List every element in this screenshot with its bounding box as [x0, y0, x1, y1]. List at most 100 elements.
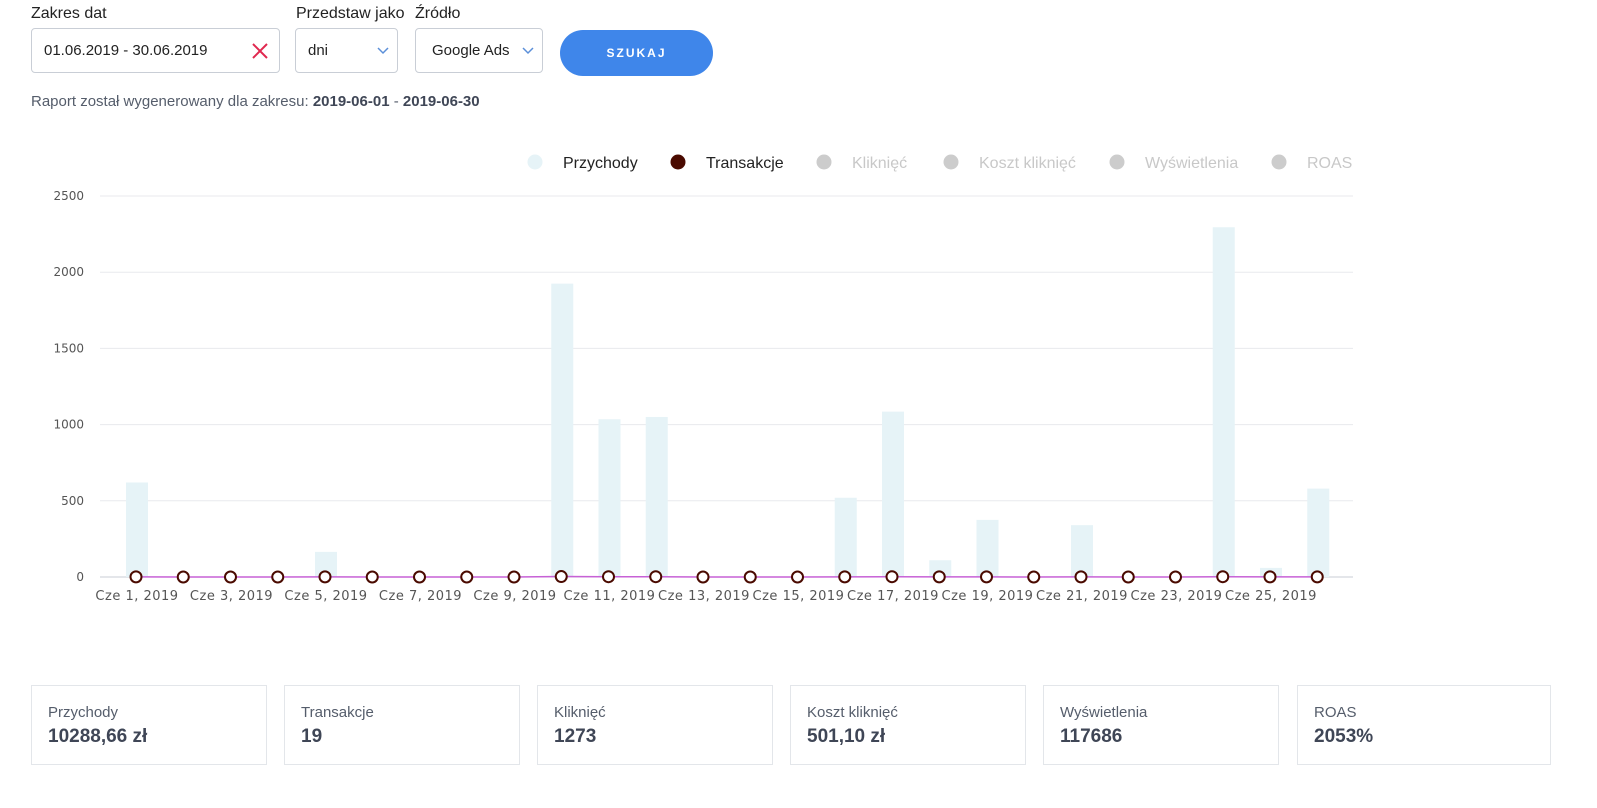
report-prefix: Raport został wygenerowany dla zakresu: [31, 93, 309, 110]
summary-label: Przychody [48, 704, 119, 721]
transactions-point [838, 570, 852, 584]
transactions-point [885, 570, 899, 584]
transactions-point [365, 570, 379, 584]
x-tick-label: Cze 23, 2019 [1131, 589, 1223, 604]
revenue-bar [126, 482, 148, 577]
x-tick-label: Cze 5, 2019 [284, 589, 367, 604]
x-tick-label: Cze 7, 2019 [379, 589, 462, 604]
report-range-text: Raport został wygenerowany dla zakresu: … [31, 93, 480, 110]
x-tick-label: Cze 1, 2019 [95, 589, 178, 604]
revenue-bar [315, 551, 337, 577]
legend-item: Transakcje [706, 155, 784, 172]
x-tick-label: Cze 13, 2019 [658, 589, 750, 604]
y-tick-label: 1000 [53, 418, 84, 432]
revenue-bar [598, 419, 621, 577]
transactions-point [791, 570, 804, 584]
date-range-label: Zakres dat [31, 5, 107, 22]
revenue-transactions-chart: 0 500 1000 1500 2000 2500 Cze 1, 2019 Cze 3, 20… [53, 154, 1353, 604]
present-as-select[interactable]: dni [295, 28, 398, 73]
x-tick-label: Cze 25, 2019 [1225, 589, 1317, 604]
present-as-label: Przedstaw jako [296, 5, 405, 22]
transactions-point [460, 570, 474, 584]
legend-item: ROAS [1307, 155, 1352, 172]
transactions-point [1310, 570, 1324, 584]
transactions-point [554, 570, 568, 584]
x-tick-label: Cze 17, 2019 [847, 589, 939, 604]
source-value: Google Ads [432, 42, 510, 59]
revenue-bar [882, 411, 904, 577]
summary-label: Wyświetlenia [1060, 704, 1148, 721]
transactions-point [271, 570, 285, 584]
y-tick-label: 0 [76, 570, 84, 584]
legend-marker [1271, 154, 1287, 170]
transactions-point [602, 570, 615, 584]
summary-card-roas: ROAS 2053% [1297, 685, 1551, 765]
transactions-point [1169, 570, 1182, 584]
x-tick-label: Cze 9, 2019 [473, 589, 556, 604]
summary-value: 501,10 zł [807, 726, 886, 747]
summary-label: Koszt kliknięć [807, 704, 898, 721]
x-tick-label: Cze 11, 2019 [564, 589, 656, 604]
revenue-bar [1307, 488, 1330, 577]
summary-card-click-cost: Koszt kliknięć 501,10 zł [790, 685, 1026, 765]
date-range-input[interactable]: 01.06.2019 - 30.06.2019 [31, 28, 280, 73]
legend-item: Wyświetlenia [1145, 155, 1238, 172]
legend-item: Koszt kliknięć [979, 155, 1076, 172]
y-tick-label: 2500 [53, 189, 84, 203]
revenue-bar [1071, 525, 1093, 577]
x-tick-label: Cze 19, 2019 [942, 589, 1034, 604]
transactions-point [318, 570, 332, 584]
report-from: 2019-06-01 [312, 93, 390, 110]
summary-card-transactions: Transakcje 19 [284, 685, 520, 765]
revenue-bar [551, 283, 574, 577]
legend-marker [527, 154, 543, 170]
revenue-bar [1212, 227, 1235, 577]
report-to: 2019-06-30 [402, 93, 480, 110]
transactions-point [1121, 570, 1135, 584]
transactions-point [743, 570, 757, 584]
summary-value: 19 [301, 726, 323, 747]
transactions-point [1216, 570, 1230, 584]
chevron-down-icon [521, 43, 535, 61]
legend-marker [670, 154, 686, 170]
summary-value: 10288,66 zł [48, 726, 148, 747]
y-tick-label: 500 [61, 494, 84, 508]
clear-icon[interactable] [251, 42, 269, 64]
y-tick-label: 2000 [53, 265, 84, 279]
transactions-point [932, 570, 946, 584]
revenue-bar [976, 519, 999, 577]
summary-value: 117686 [1060, 726, 1123, 747]
transactions-point [129, 570, 143, 584]
source-label: Źródło [415, 5, 461, 22]
transactions-point [176, 570, 190, 584]
summary-label: ROAS [1314, 704, 1357, 721]
summary-card-revenue: Przychody 10288,66 zł [31, 685, 267, 765]
legend-item: Przychody [563, 155, 638, 172]
present-as-value: dni [308, 42, 329, 59]
revenue-bar [834, 497, 857, 577]
revenue-bar [645, 416, 668, 577]
summary-value: 1273 [554, 726, 597, 747]
summary-value: 2053% [1314, 726, 1374, 747]
legend-item: Kliknięć [852, 155, 907, 172]
source-select[interactable]: Google Ads [415, 28, 543, 73]
summary-card-clicks: Kliknięć 1273 [537, 685, 773, 765]
transactions-point [224, 570, 237, 584]
search-button[interactable]: SZUKAJ [560, 30, 713, 76]
summary-card-impressions: Wyświetlenia 117686 [1043, 685, 1279, 765]
x-tick-label: Cze 3, 2019 [190, 589, 273, 604]
chevron-down-icon [376, 43, 390, 61]
legend-marker [816, 154, 832, 170]
legend-marker [943, 154, 959, 170]
transactions-point [649, 570, 663, 584]
x-tick-label: Cze 21, 2019 [1036, 589, 1128, 604]
legend-marker [1109, 154, 1125, 170]
transactions-point [980, 570, 993, 584]
transactions-point [1027, 570, 1041, 584]
transactions-point [507, 570, 521, 584]
summary-label: Transakcje [301, 704, 374, 721]
x-tick-label: Cze 15, 2019 [753, 589, 845, 604]
transactions-point [413, 570, 426, 584]
y-tick-label: 1500 [53, 341, 84, 355]
transactions-point [1074, 570, 1088, 584]
